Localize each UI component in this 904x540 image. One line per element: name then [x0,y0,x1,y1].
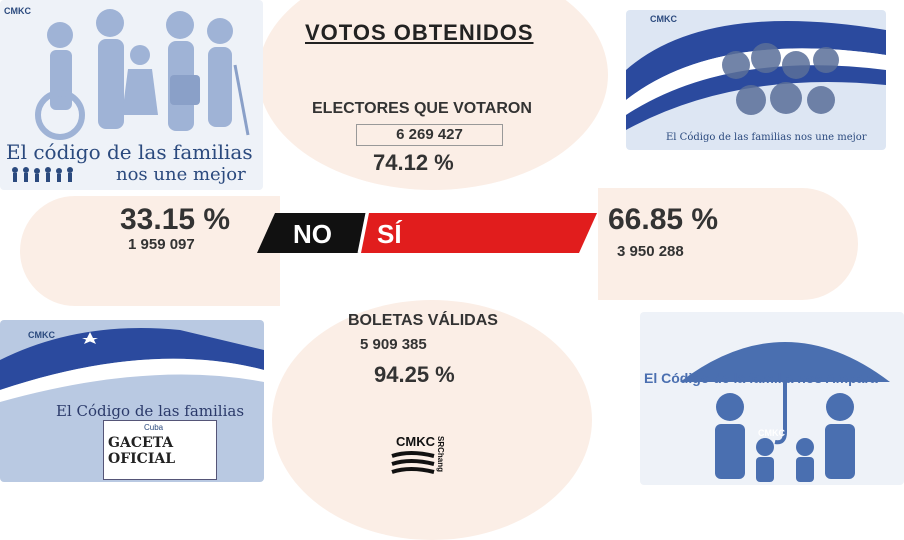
left-pill-background [20,196,280,306]
cmkc-logo: CMKC [28,330,55,340]
cmkc-center-logo: CMKC SRChang [390,432,450,478]
cmkc-wave-icon [391,451,435,474]
top-circle-background [258,0,608,190]
slogan: El Código de la familia nos Ampara [644,370,878,386]
electores-count: 6 269 427 [356,124,503,146]
cmkc-logo: CMKC [4,6,31,16]
gaceta-title: GACETA OFICIAL [108,435,176,467]
slogan: El Código de las familias nos une mejor [666,132,867,143]
boletas-count: 5 909 385 [360,336,427,353]
boletas-percent: 94.25 % [374,362,455,387]
slogan: El Código de las familias [56,402,245,420]
right-pill-background [598,188,858,300]
cmkc-logo: CMKC [650,14,677,24]
panel-bottom-right: El Código de la familia nos Ampara CMKC [640,312,904,485]
panel-top-right: CMKC El Código de las familias nos une m… [626,10,886,150]
vote-result-bar: NO SÍ [257,213,597,253]
si-bar-segment [361,213,597,253]
bottom-circle-background [272,300,592,540]
cmkc-sub-text: SRChang [436,436,445,472]
family-figures-icon [35,9,250,140]
no-percent: 33.15 % [120,203,231,236]
no-bar-segment [257,213,367,253]
cuban-flag-ribbon-icon [0,328,264,402]
si-count: 3 950 288 [617,243,684,260]
panel-bottom-left: CMKC El Código de las familias Cuba GACE… [0,320,264,482]
panel-top-left: CMKC El código de las familias nos une m… [0,0,263,190]
people-silhouettes-icon [12,167,73,182]
electores-percent: 74.12 % [373,150,454,175]
no-bar-label: NO [293,219,332,249]
slogan-line2: nos une mejor [116,164,246,185]
cmkc-logo: CMKC [758,428,785,438]
si-percent: 66.85 % [608,203,719,236]
slogan-line1: El código de las familias [6,140,253,164]
bar-divider [357,213,369,253]
umbrella-family-icon [680,342,890,482]
no-count: 1 959 097 [128,236,195,253]
gaceta-oficial-document: Cuba GACETA OFICIAL [103,420,217,480]
si-bar-label: SÍ [377,219,402,249]
boletas-label: BOLETAS VÁLIDAS [348,312,498,329]
cmkc-logo-text: CMKC [396,434,435,449]
cuban-flag-wave-icon [626,21,886,130]
gaceta-tag: Cuba [144,423,164,432]
electores-label: ELECTORES QUE VOTARON [312,100,532,117]
page-title: VOTOS OBTENIDOS [305,20,534,45]
